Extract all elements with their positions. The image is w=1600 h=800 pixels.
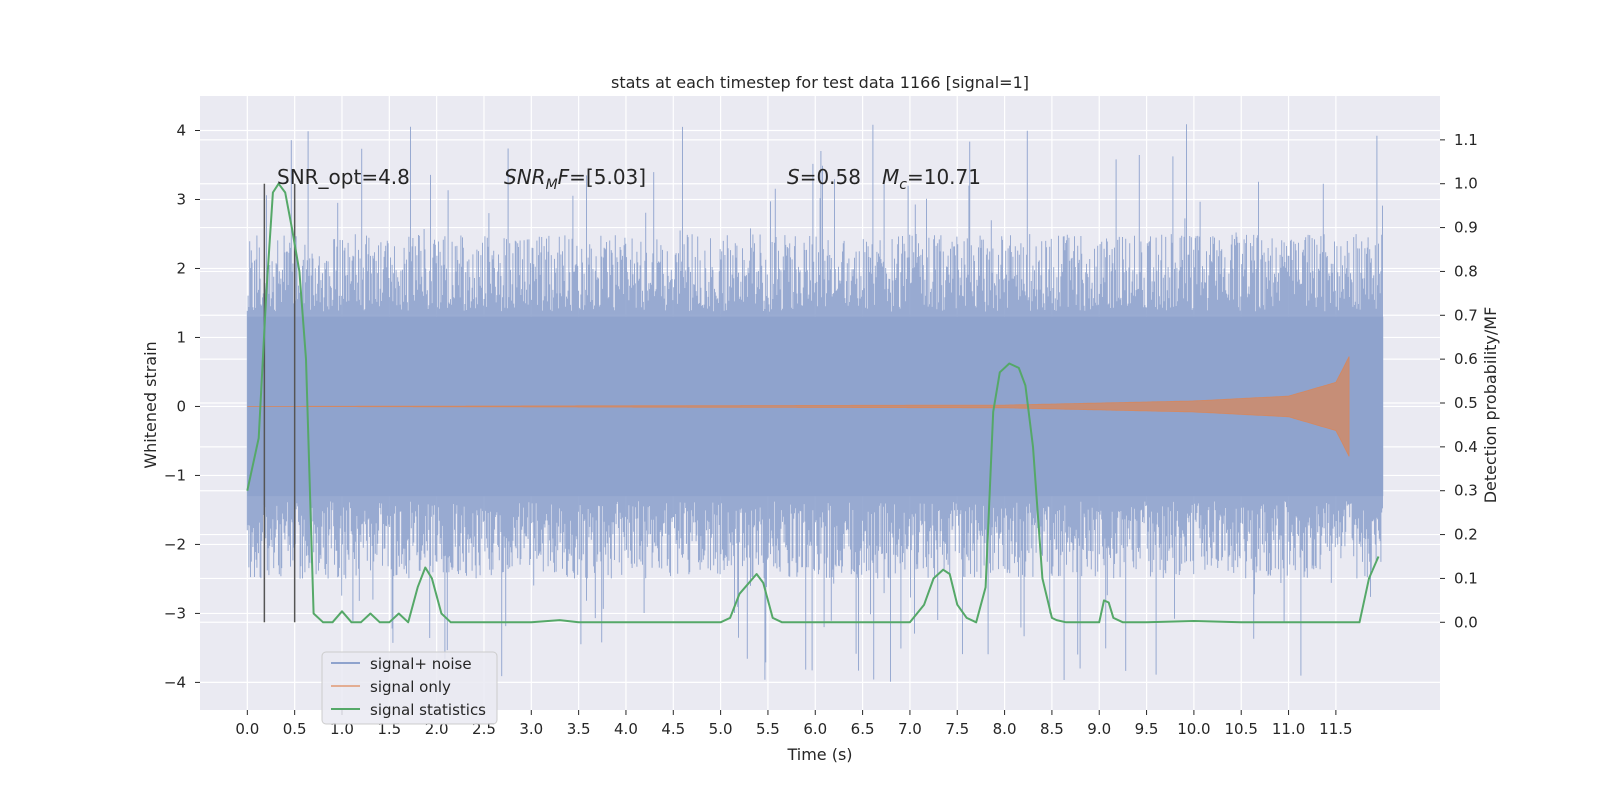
y-right-tick-label: 0.5 [1454, 394, 1478, 412]
y-left-tick-label: 0 [176, 397, 186, 415]
x-tick-label: 9.5 [1135, 720, 1159, 738]
y-right-tick-label: 0.1 [1454, 569, 1478, 587]
x-tick-label: 4.5 [661, 720, 685, 738]
y-right-tick-label: 0.9 [1454, 219, 1478, 237]
y-right-tick-label: 1.0 [1454, 175, 1478, 193]
y-axis-left-label: Whitened strain [141, 341, 160, 468]
y-left-tick-label: −3 [164, 604, 186, 622]
signal-statistics-series [246, 182, 1380, 624]
x-tick-label: 8.5 [1040, 720, 1064, 738]
annotation-s: S=0.58 [787, 165, 861, 189]
y-left-tick-label: −2 [164, 535, 186, 553]
y-right-tick-label: 1.1 [1454, 131, 1478, 149]
y-left-tick-label: −1 [164, 466, 186, 484]
marker-lines [263, 183, 296, 623]
y-left-tick-label: −4 [164, 673, 186, 691]
legend-label-signal-only: signal only [370, 678, 451, 696]
x-axis-ticks: 0.0 0.5 1.0 1.5 2.0 2.5 3.0 3.5 4.0 4.5 5.0 5.5 6.0 6… [235, 710, 1353, 738]
x-tick-label: 11.5 [1319, 720, 1352, 738]
x-tick-label: 7.0 [898, 720, 922, 738]
plot-layer [246, 124, 1384, 682]
x-tick-label: 5.0 [709, 720, 733, 738]
y-left-tick-label: 3 [176, 190, 186, 208]
x-tick-label: 3.0 [519, 720, 543, 738]
y-right-tick-label: 0.8 [1454, 262, 1478, 280]
chart-title: stats at each timestep for test data 116… [611, 73, 1029, 92]
y-axis-left-ticks: 4 3 2 1 0 −1 −2 −3 −4 [164, 121, 200, 691]
x-tick-label: 6.0 [803, 720, 827, 738]
legend-box [321, 651, 498, 725]
y-axis-right-label: Detection probability/MF [1481, 307, 1500, 504]
signal-statistics-line [246, 182, 1380, 624]
signal-only-series [247, 356, 1350, 457]
legend-label-signal-statistics: signal statistics [370, 701, 486, 719]
x-tick-label: 7.5 [945, 720, 969, 738]
annotation-snr-mf: SNRMF=[5.03] [504, 165, 646, 193]
x-tick-label: 0.0 [235, 720, 259, 738]
y-right-tick-label: 0.0 [1454, 613, 1478, 631]
y-axis-right-ticks: 1.1 1.0 0.9 0.8 0.7 0.6 0.5 0.4 0.3 0.2 0.1 0.0 [1440, 131, 1478, 631]
signal-only-trace [247, 356, 1350, 457]
y-left-tick-label: 4 [176, 121, 186, 139]
x-tick-label: 11.0 [1272, 720, 1305, 738]
y-left-tick-label: 1 [176, 328, 186, 346]
x-axis-label: Time (s) [786, 745, 852, 764]
y-right-tick-label: 0.3 [1454, 482, 1478, 500]
legend: signal+ noise signal only signal statist… [321, 651, 498, 725]
y-left-tick-label: 2 [176, 259, 186, 277]
y-right-tick-label: 0.2 [1454, 526, 1478, 544]
x-tick-label: 3.5 [567, 720, 591, 738]
x-tick-label: 5.5 [756, 720, 780, 738]
annotation-snr-opt: SNR_opt=4.8 [277, 165, 410, 189]
x-tick-label: 6.5 [851, 720, 875, 738]
x-tick-label: 0.5 [283, 720, 307, 738]
y-right-tick-label: 0.6 [1454, 350, 1478, 368]
x-tick-label: 9.0 [1087, 720, 1111, 738]
y-right-tick-label: 0.7 [1454, 306, 1478, 324]
y-right-tick-label: 0.4 [1454, 438, 1478, 456]
x-tick-label: 8.0 [993, 720, 1017, 738]
legend-label-signal-noise: signal+ noise [370, 655, 472, 673]
x-tick-label: 4.0 [614, 720, 638, 738]
x-tick-label: 10.0 [1177, 720, 1210, 738]
annotation-mc: Mc=10.71 [882, 165, 981, 193]
x-tick-label: 10.5 [1225, 720, 1258, 738]
